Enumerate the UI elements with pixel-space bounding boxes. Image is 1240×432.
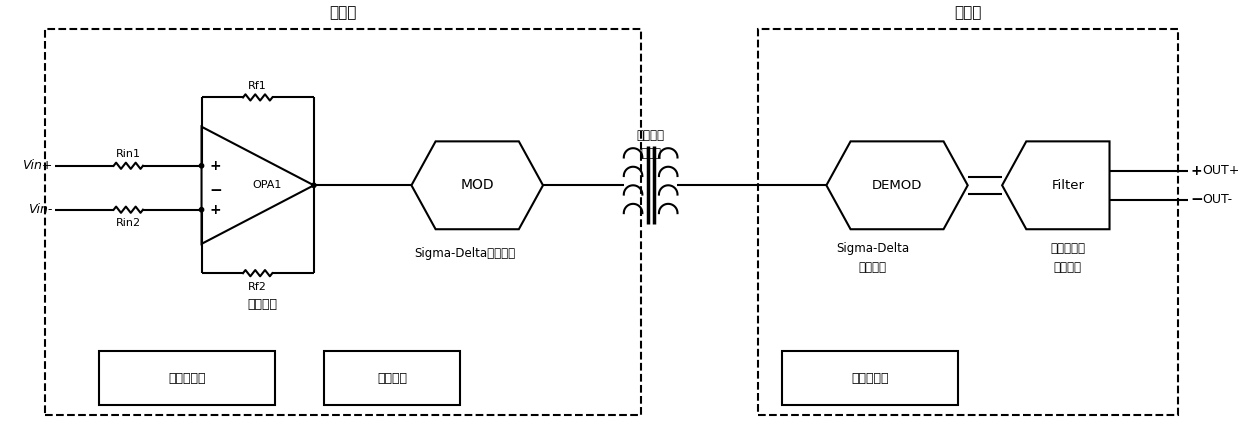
Text: 基准参考源: 基准参考源 xyxy=(852,372,889,384)
Text: Sigma-Delta调制模块: Sigma-Delta调制模块 xyxy=(414,247,516,260)
Text: 变压器: 变压器 xyxy=(640,147,661,160)
Bar xyxy=(99,351,275,405)
Bar xyxy=(324,351,460,405)
Text: Sigma-Delta: Sigma-Delta xyxy=(836,242,909,255)
Text: 时钟单元: 时钟单元 xyxy=(377,372,407,384)
Text: Rf1: Rf1 xyxy=(248,81,267,91)
Text: −: − xyxy=(210,183,222,198)
Text: Filter: Filter xyxy=(1052,179,1085,192)
Text: 初级侧: 初级侧 xyxy=(330,5,357,20)
Text: +: + xyxy=(210,203,221,217)
Text: Rin2: Rin2 xyxy=(115,219,141,229)
Text: 滤波器输出: 滤波器输出 xyxy=(1050,242,1085,255)
Text: −: − xyxy=(1190,192,1203,207)
Text: 处理模块: 处理模块 xyxy=(1054,261,1083,274)
Text: Rf2: Rf2 xyxy=(248,282,267,292)
Bar xyxy=(46,29,641,415)
Bar xyxy=(758,29,1178,415)
Text: Vin-: Vin- xyxy=(27,203,52,216)
Text: MOD: MOD xyxy=(460,178,494,192)
Circle shape xyxy=(200,207,203,212)
Text: DEMOD: DEMOD xyxy=(872,179,923,192)
Text: 基准参考源: 基准参考源 xyxy=(169,372,206,384)
Text: OUT+: OUT+ xyxy=(1203,164,1240,177)
Text: +: + xyxy=(210,159,221,173)
Text: +: + xyxy=(1190,164,1203,178)
Circle shape xyxy=(311,183,316,187)
Text: 缓冲模块: 缓冲模块 xyxy=(248,298,278,311)
Text: Rin1: Rin1 xyxy=(115,149,141,159)
Text: Vin+: Vin+ xyxy=(22,159,52,172)
Text: OUT-: OUT- xyxy=(1203,194,1233,206)
Circle shape xyxy=(200,164,203,168)
Bar xyxy=(782,351,959,405)
Text: 片上电感: 片上电感 xyxy=(636,129,665,142)
Text: 解调模块: 解调模块 xyxy=(859,261,887,274)
Text: 次级侧: 次级侧 xyxy=(955,5,982,20)
Text: OPA1: OPA1 xyxy=(253,180,283,191)
